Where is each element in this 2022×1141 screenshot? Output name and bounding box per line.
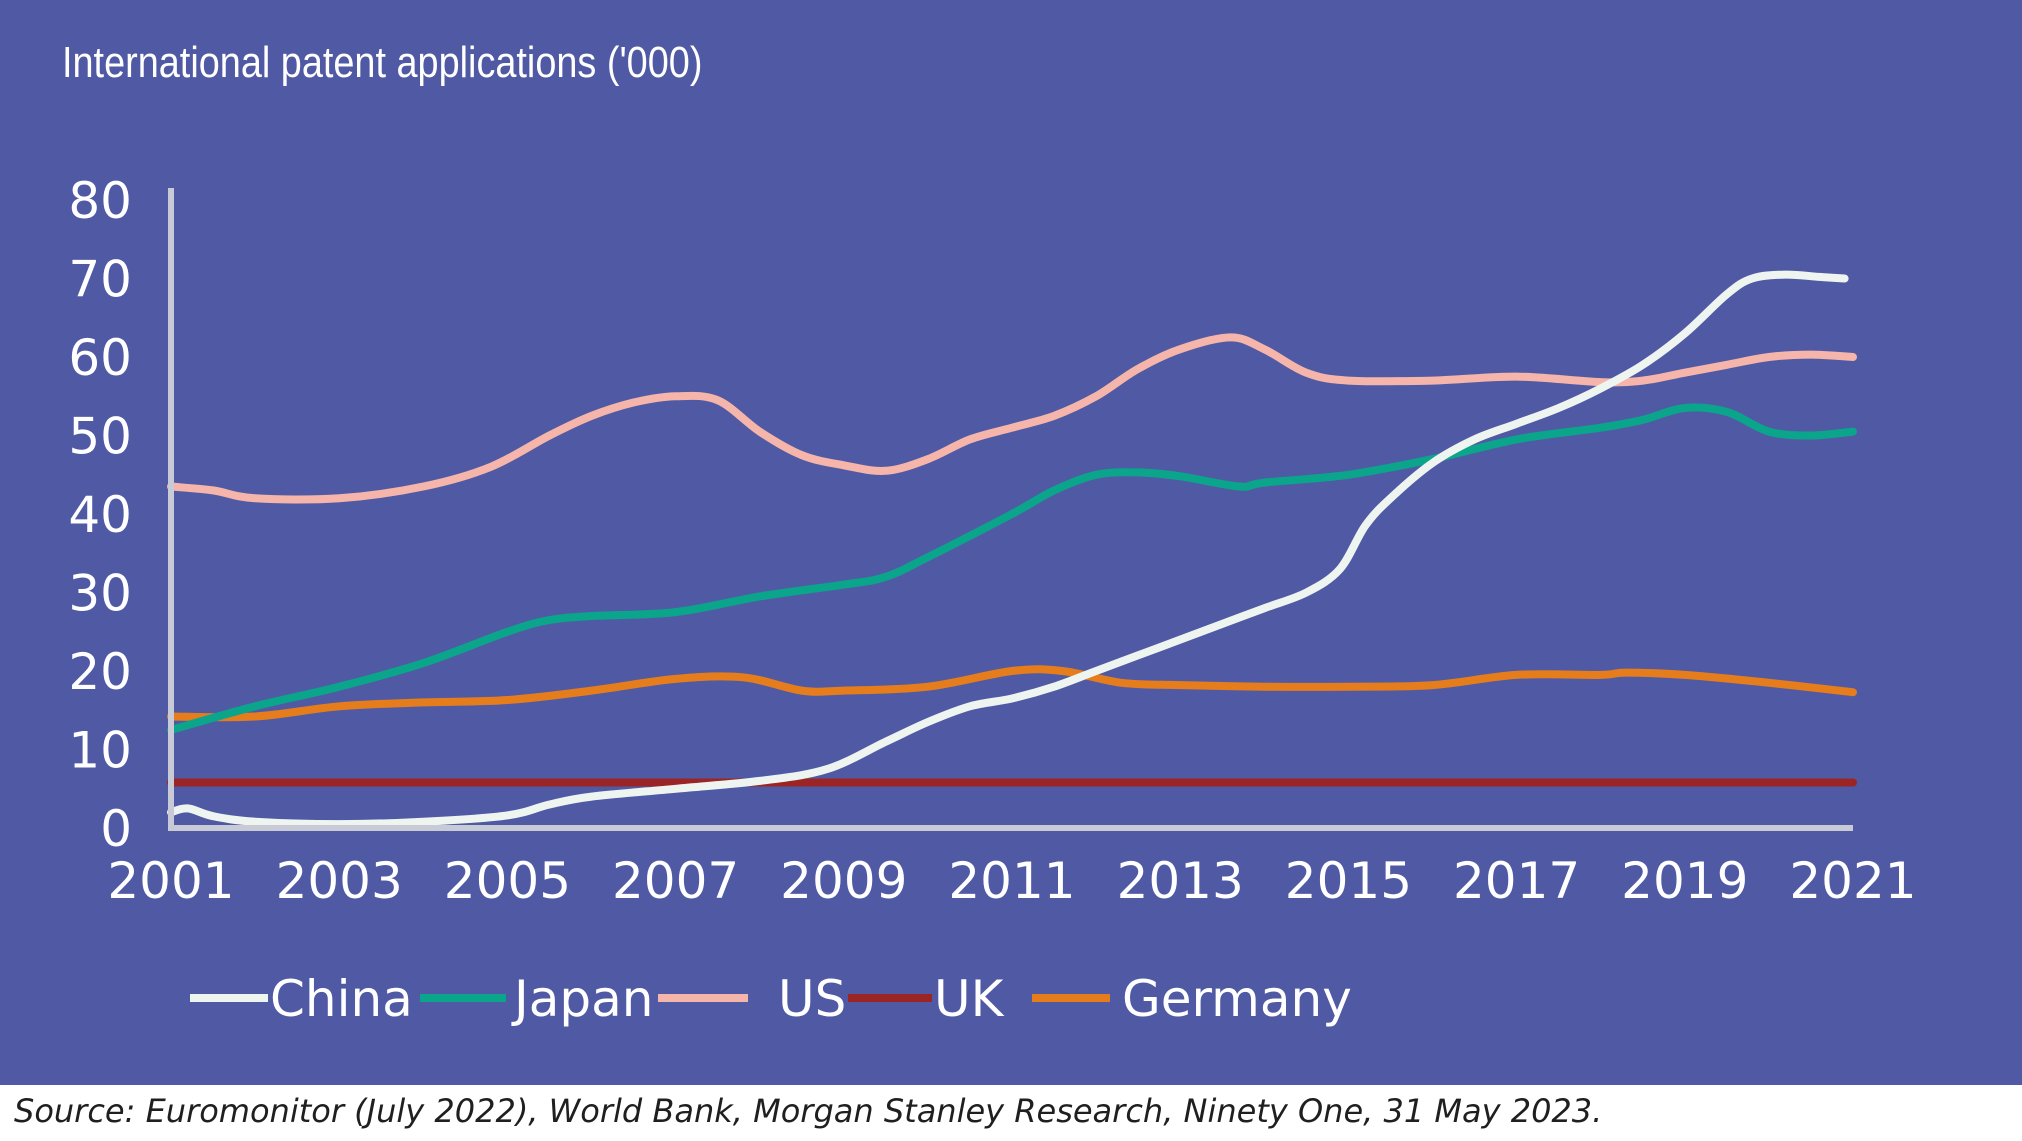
legend-label-us: US: [778, 970, 846, 1028]
legend-label-germany: Germany: [1122, 970, 1352, 1028]
chart-panel: [0, 0, 2022, 1085]
y-tick-label-0: 0: [100, 800, 132, 858]
source-note: Source: Euromonitor (July 2022), World B…: [14, 1092, 1603, 1130]
x-tick-label-2013: 2013: [1117, 852, 1244, 910]
x-tick-label-2001: 2001: [107, 852, 234, 910]
y-tick-label-30: 30: [68, 565, 132, 623]
x-axis-ticks: 2001 2003 2005 2007 2009 2011 2013 2015 2017 2019…: [107, 852, 1916, 910]
x-tick-label-2017: 2017: [1453, 852, 1580, 910]
series-line-japan: [167, 403, 1857, 734]
x-tick-label-2005: 2005: [444, 852, 571, 910]
legend-label-uk: UK: [934, 970, 1005, 1028]
x-tick-label-2009: 2009: [780, 852, 907, 910]
y-tick-label-60: 60: [68, 329, 132, 387]
series-line-us: [167, 333, 1857, 504]
legend-label-japan: Japan: [511, 970, 653, 1028]
y-tick-label-80: 80: [68, 172, 132, 230]
y-tick-label-20: 20: [68, 643, 132, 701]
series-line-china: [167, 270, 1849, 829]
series-lines: [167, 270, 1857, 829]
y-tick-label-10: 10: [68, 722, 132, 780]
chart-title: International patent applications ('000): [62, 38, 703, 87]
x-tick-label-2011: 2011: [948, 852, 1075, 910]
x-tick-label-2007: 2007: [612, 852, 739, 910]
x-tick-label-2015: 2015: [1285, 852, 1412, 910]
series-line-germany: [167, 665, 1857, 722]
legend: China Japan US UK Germany: [190, 970, 1352, 1028]
x-tick-label-2021: 2021: [1789, 852, 1916, 910]
legend-label-china: China: [270, 970, 413, 1028]
x-tick-label-2019: 2019: [1621, 852, 1748, 910]
x-tick-label-2003: 2003: [276, 852, 403, 910]
y-tick-label-50: 50: [68, 408, 132, 466]
y-tick-label-40: 40: [68, 486, 132, 544]
y-axis-ticks: 0 10 20 30 40 50 60 70 80: [68, 172, 132, 858]
y-tick-label-70: 70: [68, 251, 132, 309]
